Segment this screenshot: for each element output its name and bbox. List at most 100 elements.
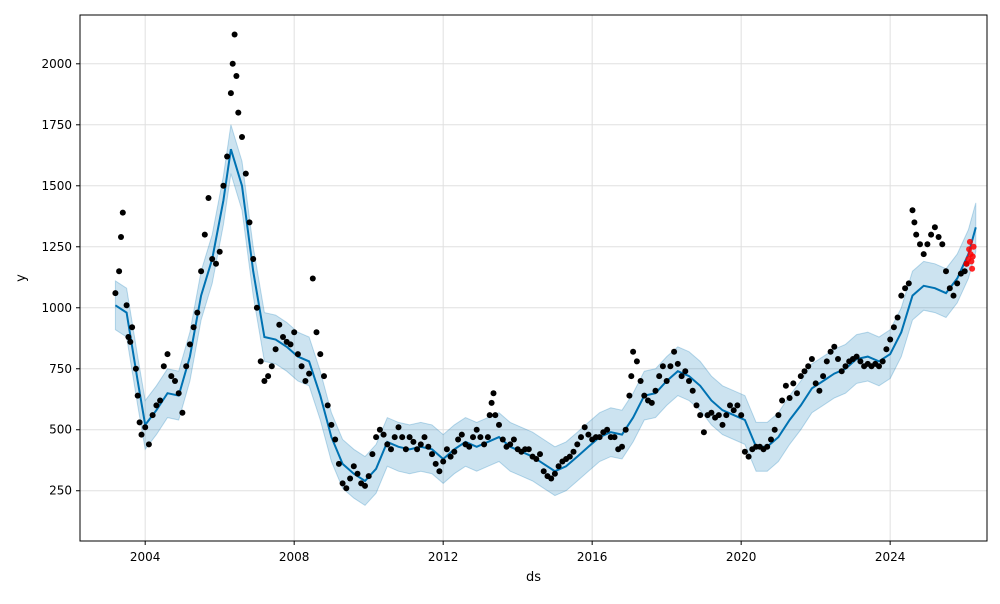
data-point [118, 234, 124, 240]
data-point [153, 402, 160, 409]
data-point [909, 207, 916, 214]
data-point [823, 358, 830, 365]
data-point [410, 438, 417, 445]
data-point [738, 412, 745, 419]
data-point [894, 314, 901, 321]
data-point [566, 453, 573, 460]
data-point [827, 348, 834, 355]
data-point [231, 31, 238, 38]
data-point [857, 358, 864, 365]
data-point [138, 431, 145, 438]
data-point [689, 387, 696, 394]
data-point [808, 356, 815, 362]
forecast-line [114, 148, 977, 483]
data-point [633, 358, 640, 365]
data-point [905, 280, 912, 287]
data-point [481, 441, 488, 448]
x-axis-ticks: 2004 2008 2012 2016 2020 2024 [130, 541, 905, 564]
highlighted-data-point [968, 258, 975, 265]
data-point [425, 443, 432, 450]
y-tick-label: 1000 [41, 301, 72, 315]
data-point [812, 380, 819, 387]
data-point [570, 448, 577, 455]
data-point [507, 441, 514, 448]
data-point [335, 460, 342, 467]
y-tick-label: 1750 [41, 118, 72, 132]
data-point [641, 392, 648, 399]
y-tick-label: 500 [49, 423, 72, 437]
data-point [794, 390, 800, 397]
data-point [730, 407, 737, 414]
data-point [136, 419, 143, 426]
data-point [764, 443, 771, 450]
data-point [235, 109, 242, 116]
data-point [287, 341, 294, 348]
data-point [233, 73, 240, 79]
data-point [484, 434, 491, 441]
highlighted-data-point [969, 253, 976, 260]
data-point [205, 195, 212, 201]
data-point [134, 392, 141, 399]
data-point [913, 231, 920, 238]
data-point [648, 399, 655, 406]
data-point [473, 426, 480, 433]
data-point [637, 378, 644, 384]
data-point [384, 441, 391, 448]
data-point [917, 241, 923, 248]
data-point [931, 224, 938, 231]
forecast-line-group [114, 148, 977, 483]
data-point [224, 153, 231, 160]
data-point [391, 434, 398, 441]
data-point [440, 458, 447, 465]
data-point [339, 480, 346, 487]
data-point [324, 402, 331, 409]
data-point [317, 351, 324, 358]
data-point [123, 302, 130, 309]
data-point [492, 412, 499, 419]
data-point [369, 451, 376, 458]
data-point [313, 329, 320, 336]
x-tick-label: 2004 [130, 550, 161, 564]
data-point [470, 434, 476, 441]
data-point [816, 387, 823, 394]
data-point [399, 434, 406, 441]
data-point [838, 368, 845, 375]
data-point [939, 241, 946, 248]
data-point [227, 90, 234, 97]
data-point [291, 329, 298, 336]
data-point [578, 434, 584, 441]
data-point [533, 456, 540, 462]
y-tick-label: 2000 [41, 57, 72, 71]
data-point [626, 392, 633, 399]
data-point [950, 292, 957, 299]
data-point [622, 426, 629, 433]
data-point [768, 436, 774, 443]
highlighted-data-point [969, 265, 976, 272]
observed-points-group [112, 31, 970, 492]
data-point [486, 412, 493, 419]
data-point [365, 473, 372, 480]
data-point [898, 292, 905, 299]
data-point [129, 324, 136, 331]
data-point [321, 373, 327, 380]
data-point [119, 209, 126, 216]
data-point [380, 431, 387, 438]
data-point [265, 373, 272, 380]
data-point [328, 421, 335, 428]
data-point [229, 60, 236, 67]
data-point [306, 370, 313, 377]
data-point [294, 351, 301, 358]
data-point [820, 373, 827, 380]
data-point [280, 334, 286, 340]
y-tick-label: 1250 [41, 240, 72, 254]
data-point [451, 448, 458, 455]
data-point [332, 436, 339, 443]
y-tick-label: 1500 [41, 179, 72, 193]
data-point [125, 334, 132, 340]
data-point [466, 443, 473, 450]
data-point [775, 412, 782, 419]
data-point [490, 390, 497, 397]
data-point [708, 409, 715, 416]
data-point [246, 219, 253, 226]
data-point [216, 248, 223, 255]
